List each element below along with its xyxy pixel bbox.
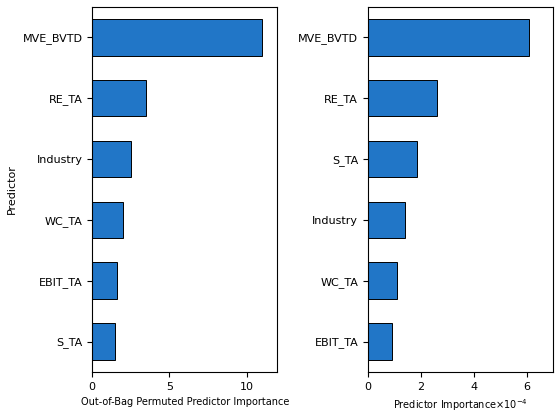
Bar: [368, 202, 405, 238]
Bar: [92, 80, 146, 116]
Bar: [92, 262, 117, 299]
Bar: [368, 262, 397, 299]
Bar: [368, 19, 529, 55]
Bar: [368, 141, 417, 177]
Bar: [92, 323, 115, 360]
Bar: [368, 80, 437, 116]
Bar: [92, 141, 131, 177]
X-axis label: Predictor Importance$\times10^{-4}$: Predictor Importance$\times10^{-4}$: [393, 397, 528, 413]
Bar: [92, 19, 262, 55]
Y-axis label: Predictor: Predictor: [7, 165, 17, 214]
Bar: [92, 202, 123, 238]
X-axis label: Out-of-Bag Permuted Predictor Importance: Out-of-Bag Permuted Predictor Importance: [81, 397, 289, 407]
Bar: [368, 323, 392, 360]
